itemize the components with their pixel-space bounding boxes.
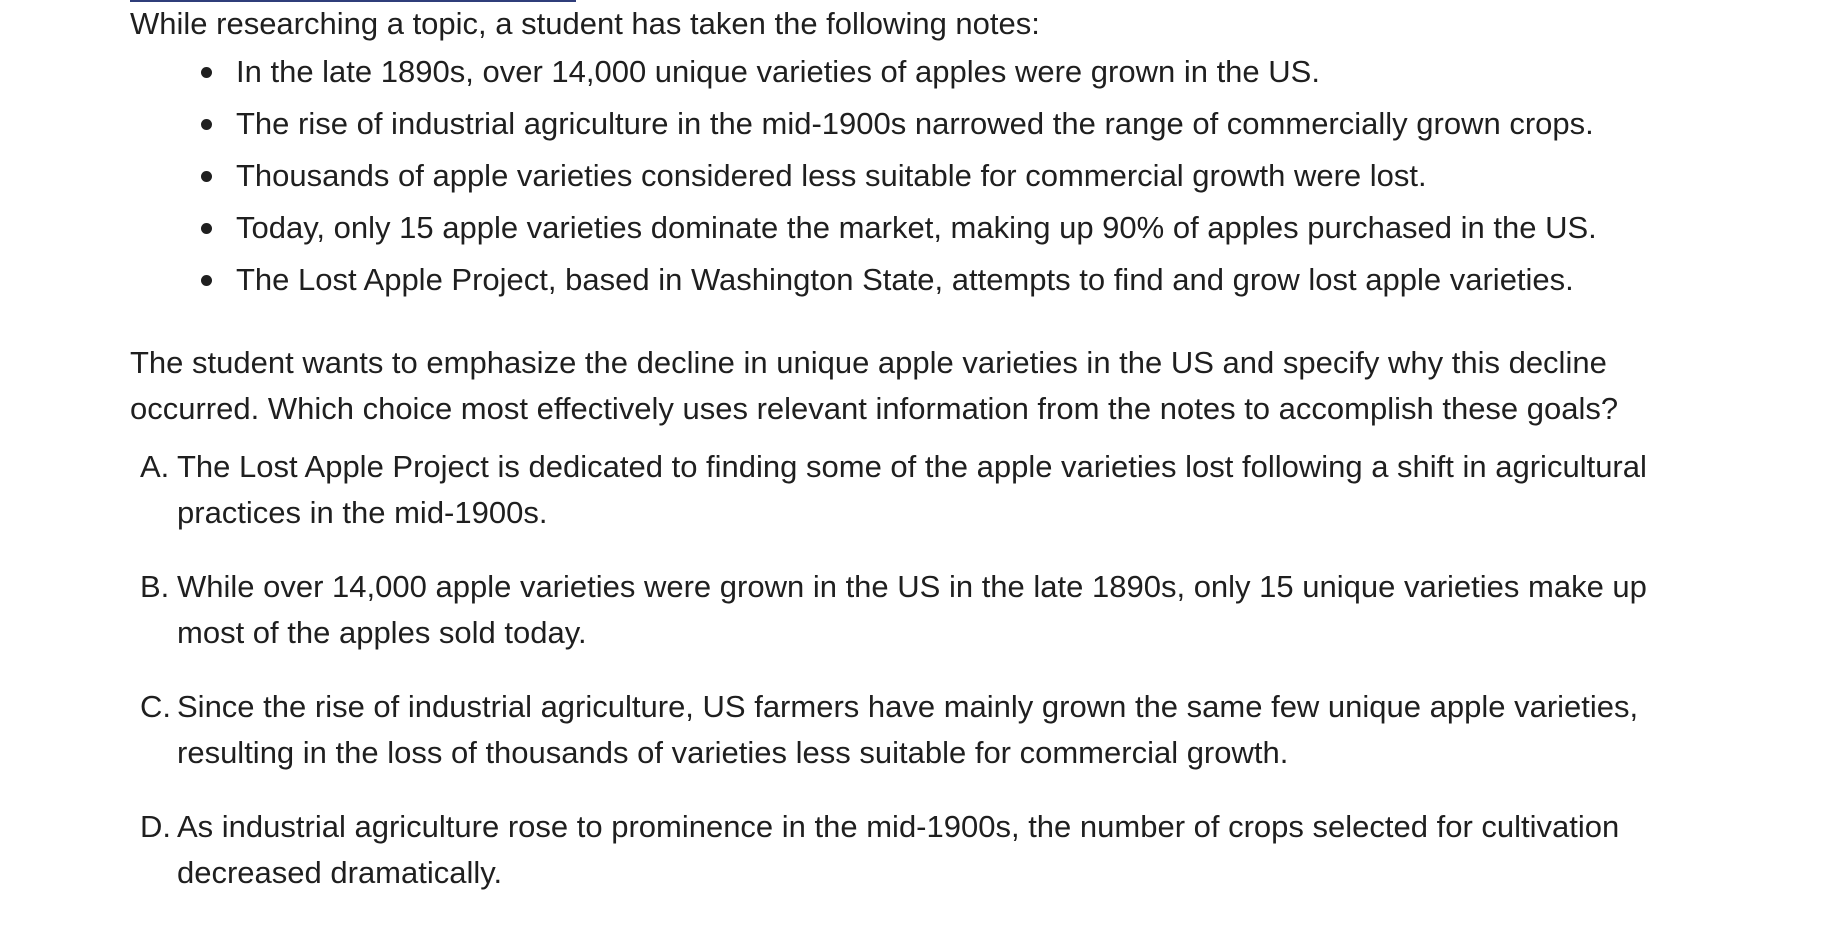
top-divider-line [130, 0, 576, 2]
note-text: In the late 1890s, over 14,000 unique va… [236, 54, 1320, 89]
note-text: The rise of industrial agriculture in th… [236, 106, 1594, 141]
choice-text: While over 14,000 apple varieties were g… [177, 569, 1647, 650]
choice-text: Since the rise of industrial agriculture… [177, 689, 1639, 770]
question-prompt: The student wants to emphasize the decli… [130, 345, 1619, 426]
note-item: The Lost Apple Project, based in Washing… [201, 260, 1730, 300]
note-text: Today, only 15 apple varieties dominate … [236, 210, 1597, 245]
bullet-icon [201, 275, 212, 286]
notes-list: In the late 1890s, over 14,000 unique va… [130, 52, 1730, 300]
note-text: The Lost Apple Project, based in Washing… [236, 262, 1574, 297]
choice-letter: D. [140, 809, 171, 844]
notes-intro: While researching a topic, a student has… [130, 6, 1040, 41]
choice-text: As industrial agriculture rose to promin… [177, 809, 1620, 890]
answer-choice-b[interactable]: B. While over 14,000 apple varieties wer… [130, 564, 1730, 656]
choice-letter: C. [140, 689, 171, 724]
answer-choices-list: A. The Lost Apple Project is dedicated t… [130, 444, 1730, 896]
question-content: While researching a topic, a student has… [130, 4, 1730, 924]
answer-choice-c[interactable]: C. Since the rise of industrial agricult… [130, 684, 1730, 776]
note-text: Thousands of apple varieties considered … [236, 158, 1427, 193]
bullet-icon [201, 67, 212, 78]
choice-letter: B. [140, 569, 170, 604]
answer-choice-a[interactable]: A. The Lost Apple Project is dedicated t… [130, 444, 1730, 536]
note-item: Today, only 15 apple varieties dominate … [201, 208, 1730, 248]
choice-text: The Lost Apple Project is dedicated to f… [177, 449, 1647, 530]
choice-letter: A. [140, 449, 170, 484]
note-item: The rise of industrial agriculture in th… [201, 104, 1730, 144]
bullet-icon [201, 119, 212, 130]
bullet-icon [201, 171, 212, 182]
note-item: Thousands of apple varieties considered … [201, 156, 1730, 196]
note-item: In the late 1890s, over 14,000 unique va… [201, 52, 1730, 92]
answer-choice-d[interactable]: D. As industrial agriculture rose to pro… [130, 804, 1730, 896]
bullet-icon [201, 223, 212, 234]
